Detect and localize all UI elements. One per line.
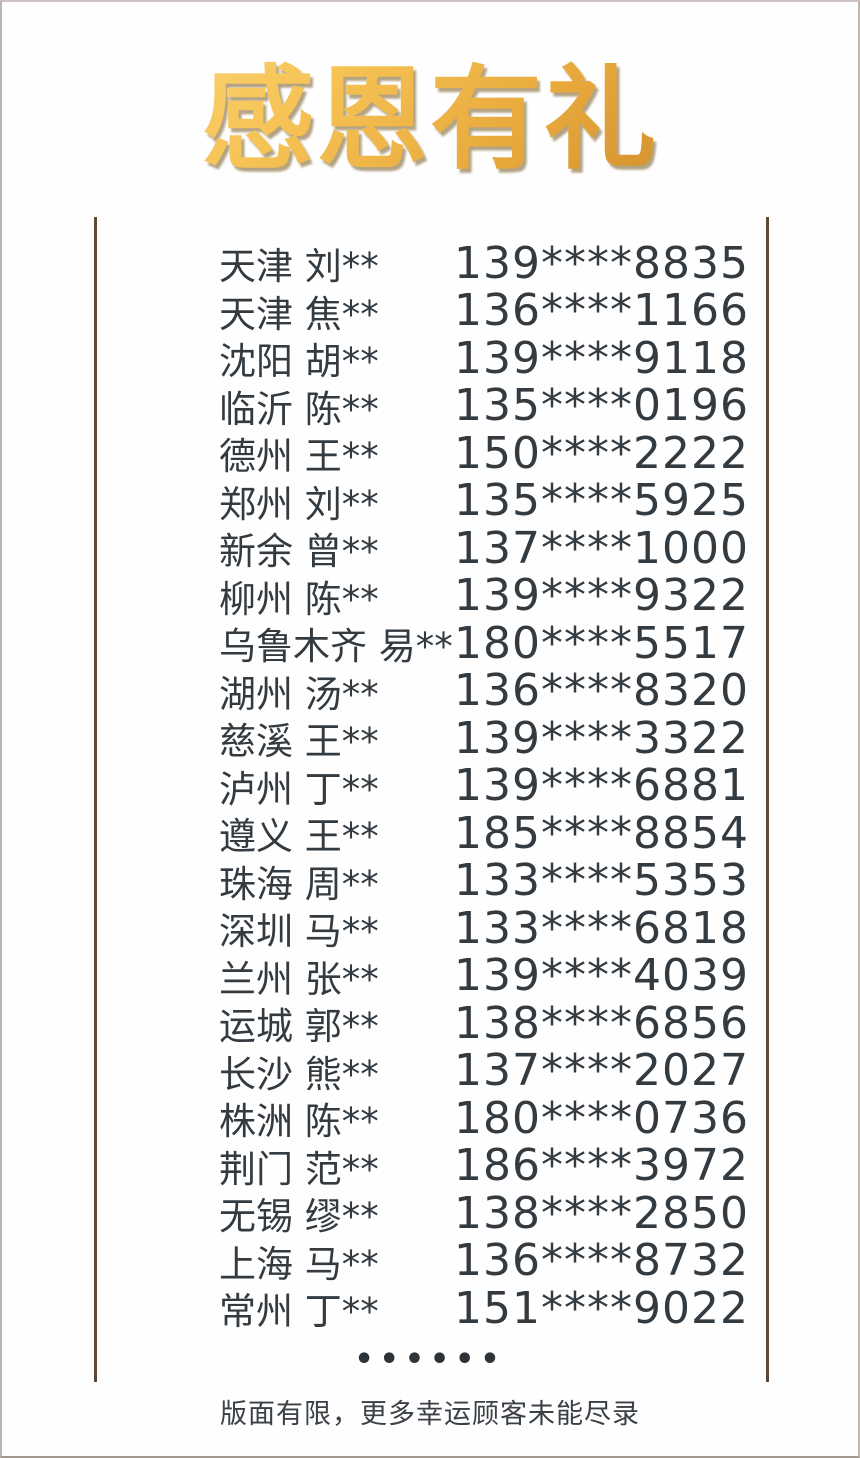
- winner-row: 郑州 刘** 135****5925: [97, 474, 764, 526]
- winner-city-name: 德州 王**: [219, 435, 379, 478]
- winner-city-name: 天津 焦**: [219, 292, 379, 336]
- winner-phone: 135****5925: [454, 475, 749, 526]
- winner-phone: 151****9022: [454, 1282, 749, 1334]
- winner-phone: 135****0196: [454, 380, 749, 431]
- winner-city-name: 乌鲁木齐 易**: [219, 625, 453, 668]
- winners-list: 天津 刘** 139****8835 天津 焦** 136****1166 沈阳…: [97, 236, 764, 1334]
- winner-phone: 139****4039: [454, 950, 749, 1001]
- winner-city-name: 深圳 马**: [219, 910, 379, 953]
- winner-row: 德州 王** 150****2222: [97, 426, 764, 479]
- winner-city-name: 郑州 刘**: [219, 482, 379, 526]
- winner-city-name: 无锡 缪**: [219, 1195, 379, 1238]
- winner-row: 柳州 陈** 139****9322: [97, 569, 764, 621]
- winner-city-name: 湖州 汤**: [219, 672, 379, 716]
- winner-phone: 139****3322: [454, 712, 749, 764]
- winner-row: 无锡 缪** 138****2850: [97, 1186, 764, 1239]
- winner-city-name: 兰州 张**: [219, 957, 379, 1001]
- winner-phone: 180****5517: [454, 617, 749, 669]
- winner-phone: 139****9118: [454, 332, 749, 384]
- winner-row: 泸州 丁** 139****6881: [97, 759, 764, 811]
- winner-city-name: 株洲 陈**: [219, 1100, 379, 1143]
- winner-row: 株洲 陈** 180****0736: [97, 1091, 764, 1144]
- winner-phone: 133****6818: [454, 902, 749, 954]
- winner-phone: 138****6856: [454, 997, 749, 1049]
- left-divider-line: [94, 217, 97, 1382]
- winner-city-name: 上海 马**: [219, 1242, 379, 1286]
- ellipsis-dots: ••••••: [354, 1342, 506, 1377]
- winner-phone: 185****8854: [454, 807, 749, 859]
- winner-row: 乌鲁木齐 易** 180****5517: [97, 616, 764, 669]
- winner-phone: 186****3972: [454, 1140, 749, 1191]
- winner-phone: 136****8732: [454, 1235, 749, 1286]
- winner-phone: 150****2222: [454, 427, 749, 479]
- winner-row: 兰州 张** 139****4039: [97, 949, 764, 1001]
- winner-phone: 180****0736: [454, 1092, 749, 1144]
- winner-row: 天津 焦** 136****1166: [97, 284, 764, 336]
- winner-row: 珠海 周** 133****5353: [97, 854, 764, 906]
- winner-row: 上海 马** 136****8732: [97, 1234, 764, 1286]
- winner-city-name: 长沙 熊**: [219, 1052, 379, 1096]
- winner-phone: 136****8320: [454, 665, 749, 716]
- winner-row: 天津 刘** 139****8835: [97, 236, 764, 289]
- winner-city-name: 运城 郭**: [219, 1005, 379, 1048]
- winner-city-name: 珠海 周**: [219, 862, 379, 906]
- winner-row: 荆门 范** 186****3972: [97, 1139, 764, 1191]
- winner-city-name: 沈阳 胡**: [219, 340, 379, 383]
- winner-phone: 139****8835: [454, 237, 749, 289]
- winner-city-name: 荆门 范**: [219, 1147, 379, 1191]
- winner-row: 遵义 王** 185****8854: [97, 806, 764, 859]
- winner-row: 常州 丁** 151****9022: [97, 1281, 764, 1334]
- winner-city-name: 泸州 丁**: [219, 767, 379, 811]
- winner-row: 沈阳 胡** 139****9118: [97, 331, 764, 384]
- winner-city-name: 慈溪 王**: [219, 720, 379, 763]
- winner-row: 长沙 熊** 137****2027: [97, 1044, 764, 1096]
- winner-row: 临沂 陈** 135****0196: [97, 379, 764, 431]
- winner-city-name: 新余 曾**: [219, 530, 379, 573]
- winner-city-name: 天津 刘**: [219, 245, 379, 288]
- winner-row: 湖州 汤** 136****8320: [97, 664, 764, 716]
- page-title: 感恩有礼: [2, 54, 858, 186]
- winner-city-name: 常州 丁**: [219, 1290, 379, 1333]
- footer-note: 版面有限，更多幸运顾客未能尽录: [220, 1399, 640, 1430]
- winner-row: 慈溪 王** 139****3322: [97, 711, 764, 764]
- winner-phone: 139****6881: [454, 760, 749, 811]
- winner-city-name: 遵义 王**: [219, 815, 379, 858]
- right-divider-line: [766, 217, 769, 1382]
- winner-phone: 137****1000: [454, 522, 749, 574]
- winner-phone: 137****2027: [454, 1045, 749, 1096]
- winner-row: 深圳 马** 133****6818: [97, 901, 764, 954]
- winner-phone: 139****9322: [454, 570, 749, 621]
- winner-city-name: 柳州 陈**: [219, 577, 379, 621]
- winner-city-name: 临沂 陈**: [219, 387, 379, 431]
- winner-phone: 133****5353: [454, 855, 749, 906]
- winner-phone: 136****1166: [454, 285, 749, 336]
- winner-phone: 138****2850: [454, 1187, 749, 1239]
- winner-row: 新余 曾** 137****1000: [97, 521, 764, 574]
- winner-row: 运城 郭** 138****6856: [97, 996, 764, 1049]
